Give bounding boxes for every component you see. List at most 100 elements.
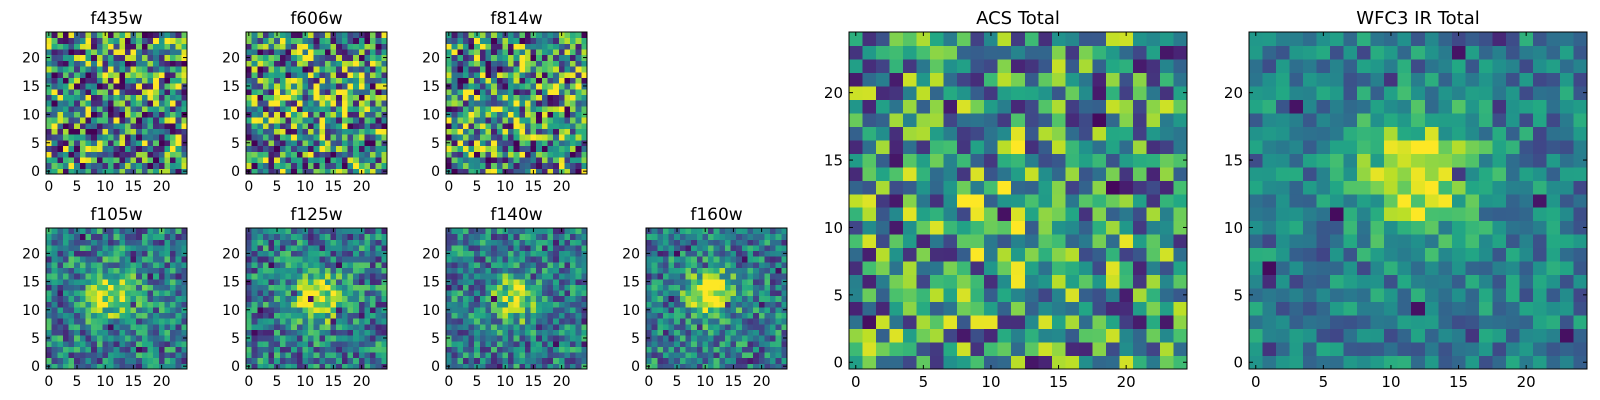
heatmap-cell (558, 105, 565, 113)
heatmap-cell (519, 290, 526, 297)
heatmap-cell (547, 261, 554, 268)
heatmap-cell (457, 54, 464, 61)
heatmap-cell (581, 346, 588, 353)
heatmap-cell (319, 162, 326, 169)
heatmap-cell (474, 352, 481, 359)
heatmap-cell (296, 37, 303, 44)
heatmap-cell (313, 301, 320, 308)
heatmap-cell (485, 66, 492, 73)
heatmap-cell (496, 111, 503, 118)
heatmap-cell (1078, 166, 1093, 181)
heatmap-cell (141, 100, 149, 107)
heatmap-cell (741, 284, 749, 291)
heatmap-cell (730, 233, 737, 240)
heatmap-cell (124, 346, 132, 353)
heatmap-cell (108, 233, 115, 240)
heatmap-cell (1119, 166, 1134, 181)
heatmap-cell (330, 122, 337, 130)
heatmap-cell (764, 278, 771, 285)
heatmap-cell (702, 312, 709, 319)
heatmap-cell (876, 153, 891, 168)
heatmap-cell (136, 156, 143, 164)
heatmap-cell (302, 329, 309, 336)
heatmap-cell (158, 295, 165, 302)
heatmap-cell (336, 122, 343, 130)
heatmap-cell (102, 244, 109, 252)
heatmap-cell (496, 71, 503, 78)
heatmap-cell (279, 151, 286, 158)
heatmap-cell (257, 233, 264, 240)
heatmap-cell (719, 295, 726, 302)
heatmap-cell (308, 162, 315, 169)
heatmap-cell (302, 256, 309, 263)
heatmap-cell (679, 323, 686, 331)
heatmap-cell (370, 256, 377, 263)
heatmap-cell (141, 261, 149, 268)
heatmap-cell (524, 250, 532, 257)
heatmap-cell (313, 346, 320, 353)
heatmap-cell (662, 250, 670, 257)
heatmap-cell (262, 352, 270, 359)
heatmap-cell (291, 145, 298, 152)
heatmap-cell (347, 306, 354, 314)
heatmap-cell (679, 340, 686, 347)
heatmap-cell (313, 256, 320, 263)
heatmap-cell (313, 43, 320, 50)
heatmap-cell (1011, 207, 1026, 222)
heatmap-cell (147, 88, 154, 95)
heatmap-cell (257, 168, 264, 175)
heatmap-cell (124, 94, 132, 101)
heatmap-cell (370, 77, 377, 84)
heatmap-cell (262, 228, 270, 235)
heatmap-cell (702, 233, 709, 240)
heatmap-cell (147, 168, 154, 175)
heatmap-cell (296, 32, 303, 39)
heatmap-cell (708, 267, 715, 274)
heatmap-cell (246, 94, 253, 101)
heatmap-cell (575, 66, 582, 73)
heatmap-cell (370, 151, 377, 158)
heatmap-cell (513, 278, 520, 285)
heatmap-cell (547, 139, 554, 147)
heatmap-cell (102, 312, 109, 319)
heatmap-cell (889, 301, 904, 316)
heatmap-cell (564, 352, 571, 359)
heatmap-cell (1132, 328, 1147, 343)
heatmap-cell (570, 43, 577, 50)
heatmap-cell (536, 105, 543, 113)
heatmap-cell (558, 357, 565, 364)
heatmap-cell (770, 295, 777, 302)
heatmap-cell (136, 134, 143, 141)
heatmap-cell (68, 295, 75, 302)
heatmap-cell (747, 301, 754, 308)
heatmap-cell (68, 49, 75, 56)
heatmap-cell (679, 352, 686, 359)
heatmap-cell (446, 134, 453, 141)
heatmap-cell (308, 233, 315, 240)
heatmap-cell (108, 37, 115, 44)
heatmap-cell (1038, 261, 1053, 276)
heatmap-cell (1038, 234, 1053, 249)
heatmap-cell (119, 239, 126, 246)
heatmap-cell (341, 32, 349, 39)
heatmap-cell (96, 128, 103, 135)
heatmap-cell (997, 274, 1012, 289)
heatmap-cell (313, 233, 320, 240)
heatmap-cell (279, 290, 286, 297)
heatmap-cell (496, 77, 503, 84)
heatmap-cell (485, 363, 492, 370)
heatmap-cell (313, 228, 320, 235)
heatmap-cell (462, 329, 470, 336)
heatmap-cell (691, 290, 698, 297)
heatmap-cell (1065, 342, 1080, 357)
heatmap-cell (268, 122, 275, 130)
heatmap-cell (485, 145, 492, 152)
heatmap-cell (702, 267, 709, 274)
heatmap-cell (91, 162, 98, 169)
heatmap-cell (541, 312, 549, 319)
heatmap-cell (474, 128, 481, 135)
heatmap-cell (984, 274, 999, 289)
heatmap-cell (457, 256, 464, 263)
heatmap-cell (479, 323, 486, 331)
heatmap-cell (175, 290, 182, 297)
